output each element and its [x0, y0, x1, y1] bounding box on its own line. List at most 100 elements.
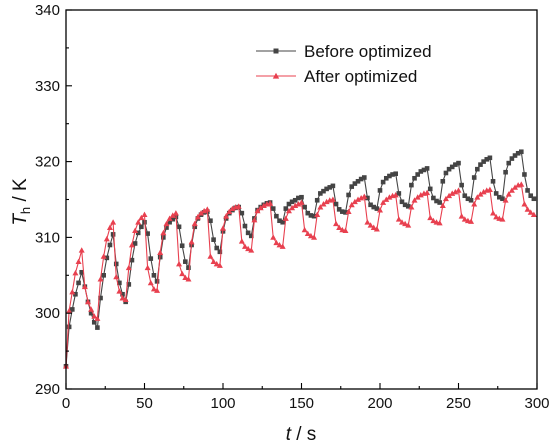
series-2-point: [446, 192, 453, 199]
series-1-point: [289, 199, 295, 205]
series-1-point: [151, 273, 157, 278]
series-1-point: [283, 206, 289, 211]
series-2-point: [295, 201, 302, 207]
x-tick-label: 300: [524, 395, 549, 412]
series-2-point: [257, 204, 264, 211]
series-2-point: [480, 188, 487, 195]
series-1-point: [296, 195, 301, 201]
series-2-point: [94, 315, 101, 321]
series-1-point: [531, 196, 537, 202]
series-1: [63, 149, 537, 369]
series-2-point: [392, 191, 399, 198]
x-tick-label: 200: [367, 395, 392, 412]
series-1-point: [478, 162, 483, 167]
series-1-point: [286, 201, 292, 207]
series-2-point: [191, 220, 198, 227]
series-2-point: [424, 189, 431, 196]
series-1-point: [503, 169, 508, 175]
series-2-point: [235, 203, 242, 209]
x-tick-label: 0: [62, 395, 70, 412]
series-2-point: [329, 196, 336, 202]
series-1-point: [101, 273, 106, 278]
series-2-point: [135, 219, 142, 225]
y-tick-label: 330: [35, 78, 60, 95]
series-1-point: [515, 150, 521, 156]
series-2-point: [223, 213, 230, 219]
series-2-point: [370, 224, 377, 230]
series-2-point: [386, 194, 393, 200]
series-2-point: [317, 204, 324, 210]
series-2-point: [179, 270, 186, 277]
series-1-point: [245, 230, 251, 236]
x-tick-label: 250: [446, 395, 471, 412]
series-2-point: [241, 243, 248, 249]
x-axis-title: t / s: [286, 424, 317, 445]
series-2-point: [323, 198, 330, 205]
series-2-point: [414, 194, 421, 200]
series-1-point: [443, 170, 449, 176]
series-2-point: [301, 226, 308, 233]
x-tick-label: 50: [136, 395, 153, 412]
series-2-point: [398, 219, 405, 225]
series-2-point: [122, 296, 129, 302]
series-2-point: [103, 235, 110, 242]
series-1-point: [468, 197, 474, 203]
series-2-point: [194, 213, 201, 220]
series-1-point: [73, 291, 78, 297]
series-2-point: [163, 220, 170, 227]
series-1-point: [135, 230, 141, 236]
series-1-point: [371, 204, 377, 210]
series-1-point: [336, 207, 342, 212]
series-2-point: [471, 201, 478, 207]
series-1-point: [274, 213, 279, 219]
series-1-point: [148, 256, 154, 261]
series-2-point: [477, 191, 484, 197]
series-2-point: [210, 258, 217, 265]
series-2-point: [405, 222, 412, 228]
series-2-point: [75, 258, 82, 265]
series-2-point: [364, 219, 371, 225]
series-2-point: [147, 279, 154, 286]
series-2-point: [132, 227, 139, 233]
series-1-point: [139, 224, 144, 230]
series-2-point: [417, 191, 424, 198]
series-1-point: [412, 175, 417, 181]
legend: Before optimized After optimized: [256, 42, 432, 86]
y-tick-label: 310: [35, 229, 60, 246]
series-2-point: [383, 196, 390, 202]
series-1-point: [170, 216, 176, 222]
series-1-point: [107, 242, 113, 248]
series-1-point: [340, 209, 345, 214]
series-1-point: [427, 186, 433, 192]
series-2-point: [182, 274, 189, 280]
series-2-point: [254, 207, 261, 214]
series-1-point: [465, 196, 471, 202]
series-2-point: [442, 195, 449, 202]
series-2-point: [216, 262, 223, 268]
series-2-point: [314, 211, 321, 218]
x-tick-label: 100: [210, 395, 235, 412]
series-2-point: [307, 232, 314, 239]
series-1-point: [487, 155, 493, 161]
series-2-point: [88, 306, 95, 312]
series-1-point: [471, 175, 477, 180]
series-1-point: [387, 173, 392, 179]
series-1-point: [415, 172, 420, 177]
series-2-point: [69, 288, 76, 295]
series-2-point: [289, 204, 296, 211]
series-2-point: [270, 234, 277, 240]
series-2-point: [395, 216, 402, 222]
series-2-point: [367, 222, 374, 228]
series-1-point: [88, 310, 94, 316]
series-1-point: [239, 210, 245, 216]
series-1-point: [217, 249, 223, 255]
series-1-point: [402, 202, 408, 208]
series-2-point: [226, 208, 233, 215]
series-1-point: [409, 182, 414, 188]
series-2-point: [502, 197, 509, 203]
series-2-point: [361, 193, 368, 199]
series-2-point: [150, 285, 157, 292]
series-1-point: [493, 191, 499, 196]
series-1-point: [305, 210, 311, 216]
series-1-point: [91, 319, 97, 325]
